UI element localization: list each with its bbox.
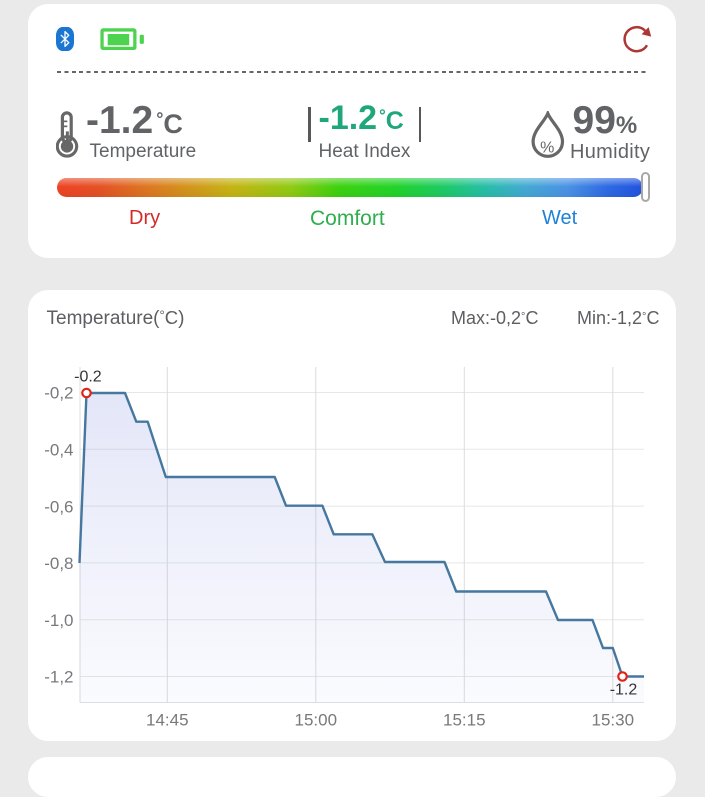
svg-text:15:15: 15:15 xyxy=(443,711,486,730)
svg-text:-0,4: -0,4 xyxy=(44,441,73,460)
svg-text:-1,0: -1,0 xyxy=(44,611,73,630)
svg-text:-0.2: -0.2 xyxy=(74,369,102,386)
svg-text:-1,2: -1,2 xyxy=(44,668,73,687)
svg-text:-0,6: -0,6 xyxy=(44,497,73,516)
svg-text:14:45: 14:45 xyxy=(146,711,189,730)
svg-text:-0,8: -0,8 xyxy=(44,554,73,573)
svg-text:15:30: 15:30 xyxy=(592,711,635,730)
svg-text:-1.2: -1.2 xyxy=(610,682,638,699)
svg-text:%: % xyxy=(540,139,554,156)
svg-text:-0,2: -0,2 xyxy=(44,384,73,403)
svg-text:15:00: 15:00 xyxy=(295,711,338,730)
